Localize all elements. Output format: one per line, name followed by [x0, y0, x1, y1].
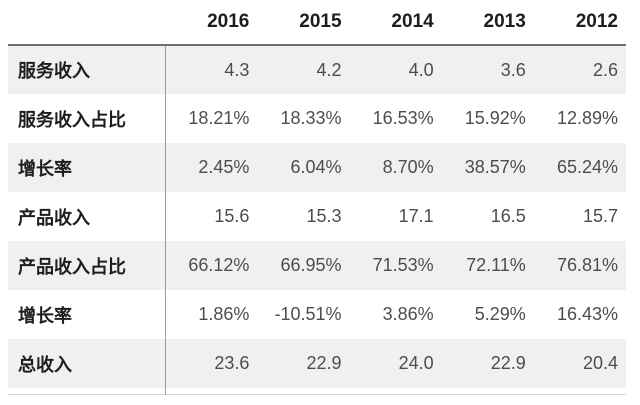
table-cell: 18.33%: [280, 108, 342, 128]
table-cell: 23.6: [164, 339, 258, 388]
table-cell: 24.0: [398, 353, 434, 373]
table-cell: 2.6: [592, 59, 618, 80]
table-cell: 66.12%: [164, 241, 258, 290]
table-cell: 17.1: [398, 206, 434, 226]
table-cell: 15.7: [582, 206, 618, 226]
table-cell: 4.2: [316, 59, 342, 80]
table-cell: -10.51%: [274, 304, 342, 324]
table-row: 服务收入占比 18.21% 18.33% 16.53% 15.92% 12.89%: [8, 94, 626, 143]
table-header: 2016 2015 2014 2013 2012: [8, 0, 626, 46]
table-cell: 12.89%: [556, 108, 618, 128]
spacer-cell: [164, 388, 258, 394]
table-cell: 65.24%: [556, 157, 618, 177]
year-column-header: 2012: [533, 0, 626, 46]
table-cell: 8.70%: [382, 157, 434, 177]
table-cell: 16.53%: [372, 108, 434, 128]
table-cell: 20.4: [582, 353, 618, 373]
table-cell: 15.92%: [464, 108, 526, 128]
table-cell: 72.11%: [466, 255, 526, 275]
year-column-header: 2014: [349, 0, 442, 46]
table-cell: 4.0: [408, 59, 434, 80]
year-column-header: 2015: [257, 0, 350, 46]
table-cell: 6.04%: [290, 157, 342, 177]
spacer-cell: [442, 388, 534, 394]
table-footer: [8, 388, 626, 394]
spacer-cell: [257, 388, 349, 394]
table-body: 服务收入 4.3 4.2 4.0 3.6 2.6 服务收入占比 18.21% 18.33% 16.…: [8, 45, 626, 388]
table-cell: 76.81%: [556, 255, 618, 275]
row-label: 增长率: [18, 158, 72, 179]
row-label: 产品收入: [18, 207, 90, 228]
spacer-cell: [534, 388, 626, 394]
row-label: 服务收入: [18, 61, 90, 81]
table-cell: 3.86%: [382, 304, 434, 324]
row-label: 产品收入占比: [18, 256, 126, 277]
corner-cell: [8, 0, 166, 46]
table-row: 服务收入 4.3 4.2 4.0 3.6 2.6: [8, 45, 626, 94]
table-cell: 16.5: [490, 206, 526, 226]
table-cell: 5.29%: [474, 304, 526, 324]
financial-table: 2016 2015 2014 2013 2012 服务收入 4.3 4.2 4.0 3.6 2.6…: [8, 0, 626, 395]
spacer-cell: [8, 388, 165, 394]
table-cell: 4.3: [164, 45, 258, 94]
row-label: 增长率: [18, 305, 72, 326]
table-cell: 2.45%: [164, 143, 258, 192]
year-column-header: 2016: [165, 0, 258, 46]
table-cell: 22.9: [490, 353, 526, 373]
table-cell: 15.3: [306, 206, 342, 226]
table-row: 增长率 2.45% 6.04% 8.70% 38.57% 65.24%: [8, 143, 626, 192]
table-cell: 38.57%: [464, 157, 526, 177]
table-cell: 3.6: [500, 59, 526, 80]
table-row: 产品收入占比 66.12% 66.95% 71.53% 72.11% 76.81%: [8, 241, 626, 290]
table-cell: 16.43%: [556, 304, 618, 324]
table-cell: 18.21%: [164, 94, 258, 143]
table-row: 总收入 23.6 22.9 24.0 22.9 20.4: [8, 339, 626, 388]
row-label: 总收入: [18, 354, 72, 375]
table-cell: 1.86%: [164, 290, 258, 339]
header-row: 2016 2015 2014 2013 2012: [8, 0, 626, 46]
year-column-header: 2013: [441, 0, 534, 46]
table-cell: 71.53%: [372, 255, 434, 275]
spacer-cell: [350, 388, 442, 394]
row-label: 服务收入占比: [18, 109, 126, 130]
table-cell: 15.6: [164, 192, 258, 241]
table-cell: 22.9: [306, 353, 342, 373]
spacer-row: [8, 388, 626, 394]
table-row: 增长率 1.86% -10.51% 3.86% 5.29% 16.43%: [8, 290, 626, 339]
table-row: 产品收入 15.6 15.3 17.1 16.5 15.7: [8, 192, 626, 241]
table-cell: 66.95%: [280, 255, 342, 275]
